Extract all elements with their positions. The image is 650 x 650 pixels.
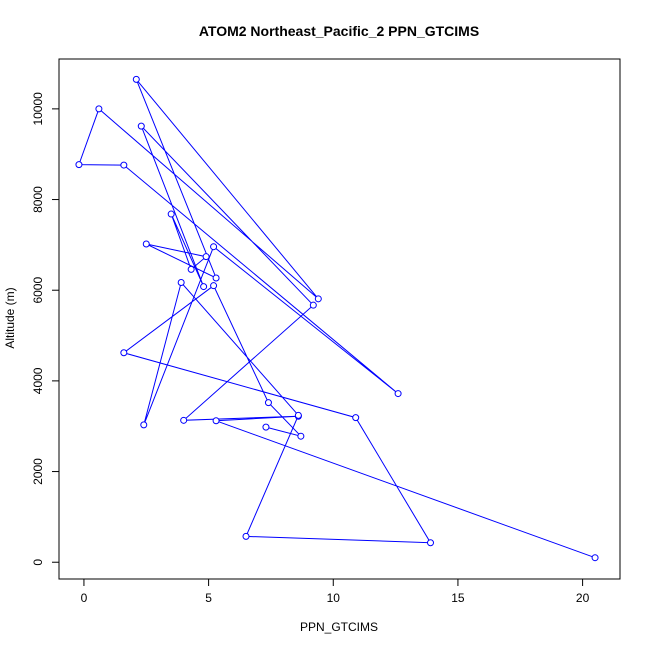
y-tick-label: 0 [31,559,45,566]
data-point [120,161,128,169]
data-point [120,349,128,357]
chart-title: ATOM2 Northeast_Pacific_2 PPN_GTCIMS [199,23,479,39]
x-axis-label: PPN_GTCIMS [300,620,378,634]
x-tick-label: 5 [205,591,212,605]
data-point [202,253,210,261]
data-point [132,75,140,83]
data-point [212,274,220,282]
x-tick-label: 20 [576,591,590,605]
data-point [95,105,103,113]
data-point [294,411,302,419]
series-line [78,79,596,559]
data-point [137,122,145,130]
data-point [242,532,250,540]
data-point [167,210,175,218]
series-group [75,75,599,562]
data-point [180,416,188,424]
x-tick-label: 0 [81,591,88,605]
data-point [140,421,148,429]
y-tick-label: 8000 [31,186,45,213]
data-point [212,417,220,425]
plot-frame [58,58,621,580]
data-point [200,283,208,291]
data-point [314,295,322,303]
x-tick-label: 10 [327,591,341,605]
data-point [210,282,218,290]
data-point [591,554,599,562]
data-point [427,539,435,547]
x-axis: 0 5 10 15 20 [81,578,590,605]
y-tick-label: 2000 [31,458,45,485]
data-point [75,161,83,169]
x-tick-label: 15 [451,591,465,605]
y-tick-label: 10000 [31,92,45,126]
y-tick-label: 4000 [31,367,45,394]
y-tick-label: 6000 [31,277,45,304]
y-axis: 0 2000 4000 6000 8000 10000 [31,92,60,566]
y-axis-label: Altitude (m) [3,287,17,348]
data-point [297,432,305,440]
data-point [394,390,402,398]
data-point [187,265,195,273]
data-point [142,240,150,248]
data-point [210,243,218,251]
data-point [264,399,272,407]
data-point [309,301,317,309]
data-point [262,423,270,431]
data-point [177,279,185,287]
data-point [352,414,360,422]
